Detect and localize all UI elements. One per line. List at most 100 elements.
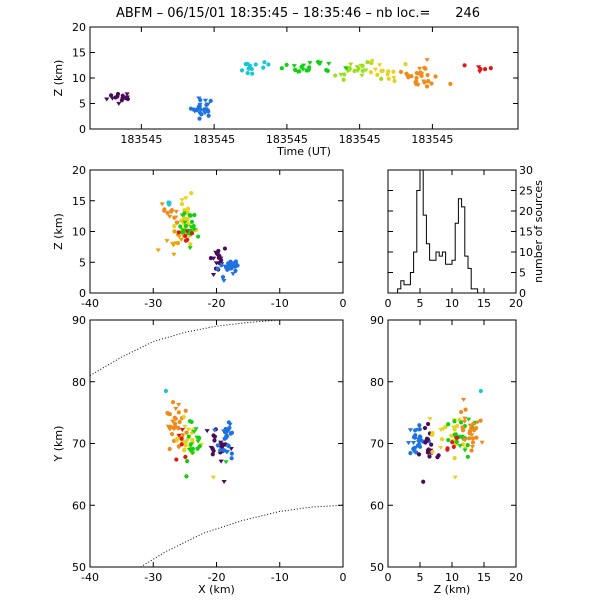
x-y-point xyxy=(185,427,192,432)
z-y-point xyxy=(450,425,457,430)
time-height-point xyxy=(198,107,203,112)
time-height-ytick-label: 15 xyxy=(72,47,86,60)
x-y-ytick-label: 60 xyxy=(72,499,86,512)
time-height-xtick-label: 183545 xyxy=(339,133,381,146)
z-y-point xyxy=(479,440,485,445)
x-z-point xyxy=(183,223,189,229)
z-y-point xyxy=(425,421,431,427)
z-y-point xyxy=(407,428,414,433)
time-height-point xyxy=(262,60,267,65)
z-y-point xyxy=(459,409,464,415)
z-y-ytick-label: 60 xyxy=(370,499,384,512)
time-height-point xyxy=(291,64,297,69)
x-z-point xyxy=(173,209,179,214)
z-y-point xyxy=(471,421,476,427)
z-y-points xyxy=(406,388,485,484)
x-z-point xyxy=(224,265,229,270)
x-z-point xyxy=(179,198,185,203)
z-y-point xyxy=(450,440,455,445)
x-z-point xyxy=(179,218,184,223)
time-height-point xyxy=(360,68,365,74)
time-height-point xyxy=(372,67,379,72)
time-height-point xyxy=(391,75,397,80)
z-y-xtick-label: 10 xyxy=(445,571,459,584)
x-y-point xyxy=(210,475,216,480)
z-y-point xyxy=(452,419,457,424)
time-height-point xyxy=(398,69,404,74)
histogram-ytick-label: 10 xyxy=(519,246,533,259)
time-height-point xyxy=(206,109,211,114)
x-y-point xyxy=(189,431,195,436)
time-height-point xyxy=(352,68,357,74)
time-height-point xyxy=(433,74,438,79)
time-height-xtick-label: 183545 xyxy=(266,133,308,146)
x-y-point xyxy=(179,436,184,441)
time-height-point xyxy=(317,61,322,66)
z-y-point xyxy=(474,435,479,440)
x-y-ytick-label: 90 xyxy=(72,314,86,327)
x-z-point xyxy=(222,246,228,251)
time-height-point xyxy=(202,111,208,116)
z-y-point xyxy=(460,397,467,402)
time-height-point xyxy=(208,98,213,103)
x-z-point xyxy=(183,196,189,201)
x-y-point xyxy=(227,425,232,430)
time-height-point xyxy=(347,66,352,71)
time-height-point xyxy=(379,76,384,81)
x-y-point xyxy=(179,442,184,447)
z-y-point xyxy=(478,388,483,394)
x-y-point xyxy=(226,444,231,449)
z-y-point xyxy=(408,451,413,456)
time-height-point xyxy=(191,107,196,112)
x-y-point xyxy=(183,454,188,460)
time-height-ytick-label: 0 xyxy=(79,123,86,136)
x-z-point xyxy=(171,252,177,257)
time-height-point xyxy=(119,98,124,103)
x-y-point xyxy=(176,426,181,431)
x-y-point xyxy=(184,430,189,435)
time-height-point xyxy=(409,74,414,79)
x-y-point xyxy=(228,447,234,452)
x-y-point xyxy=(163,388,168,394)
z-y-xtick-label: 5 xyxy=(417,571,424,584)
figure-title: ABFM – 06/15/01 18:35:45 – 18:35:46 – nb… xyxy=(116,6,480,21)
x-y-xtick-label: -30 xyxy=(144,571,162,584)
x-y-point xyxy=(167,446,172,452)
time-height-point xyxy=(348,62,354,67)
x-y-point xyxy=(170,400,176,405)
time-height-point xyxy=(476,65,482,70)
x-y-point xyxy=(198,442,205,447)
time-height-point xyxy=(341,77,346,82)
time-height-frame xyxy=(89,26,519,130)
z-y-point xyxy=(446,437,451,443)
time-height-point xyxy=(386,69,391,74)
z-y-point xyxy=(465,443,470,448)
time-height-point xyxy=(196,96,202,101)
x-y-xtick-label: -10 xyxy=(271,571,289,584)
time-height-point xyxy=(426,79,431,84)
x-z-ytick-label: 15 xyxy=(72,195,86,208)
time-height-point xyxy=(375,72,380,77)
z-y-point xyxy=(470,440,476,445)
histogram-xtick-label: 0 xyxy=(385,297,392,310)
x-y-range-ring-upper xyxy=(89,319,343,377)
histogram-xtick-label: 5 xyxy=(417,297,424,310)
z-y-xtick-label: 0 xyxy=(385,571,392,584)
z-y-point xyxy=(411,449,417,454)
histogram-xtick-label: 10 xyxy=(445,297,459,310)
x-z-ylabel: Z (km) xyxy=(52,213,65,250)
z-y-point xyxy=(417,427,422,432)
x-z-point xyxy=(162,207,167,212)
x-y-point xyxy=(218,440,224,445)
z-y-point xyxy=(469,445,476,450)
z-y-ytick-label: 90 xyxy=(370,314,384,327)
histogram-ytick-label: 15 xyxy=(519,226,533,239)
time-height-point xyxy=(307,65,312,70)
x-z-xtick-label: 0 xyxy=(340,297,347,310)
x-y-xtick-label: 0 xyxy=(340,571,347,584)
x-z-point xyxy=(172,224,177,229)
time-height-points xyxy=(104,58,493,121)
x-z-point xyxy=(187,212,192,218)
time-height-point xyxy=(414,81,419,87)
